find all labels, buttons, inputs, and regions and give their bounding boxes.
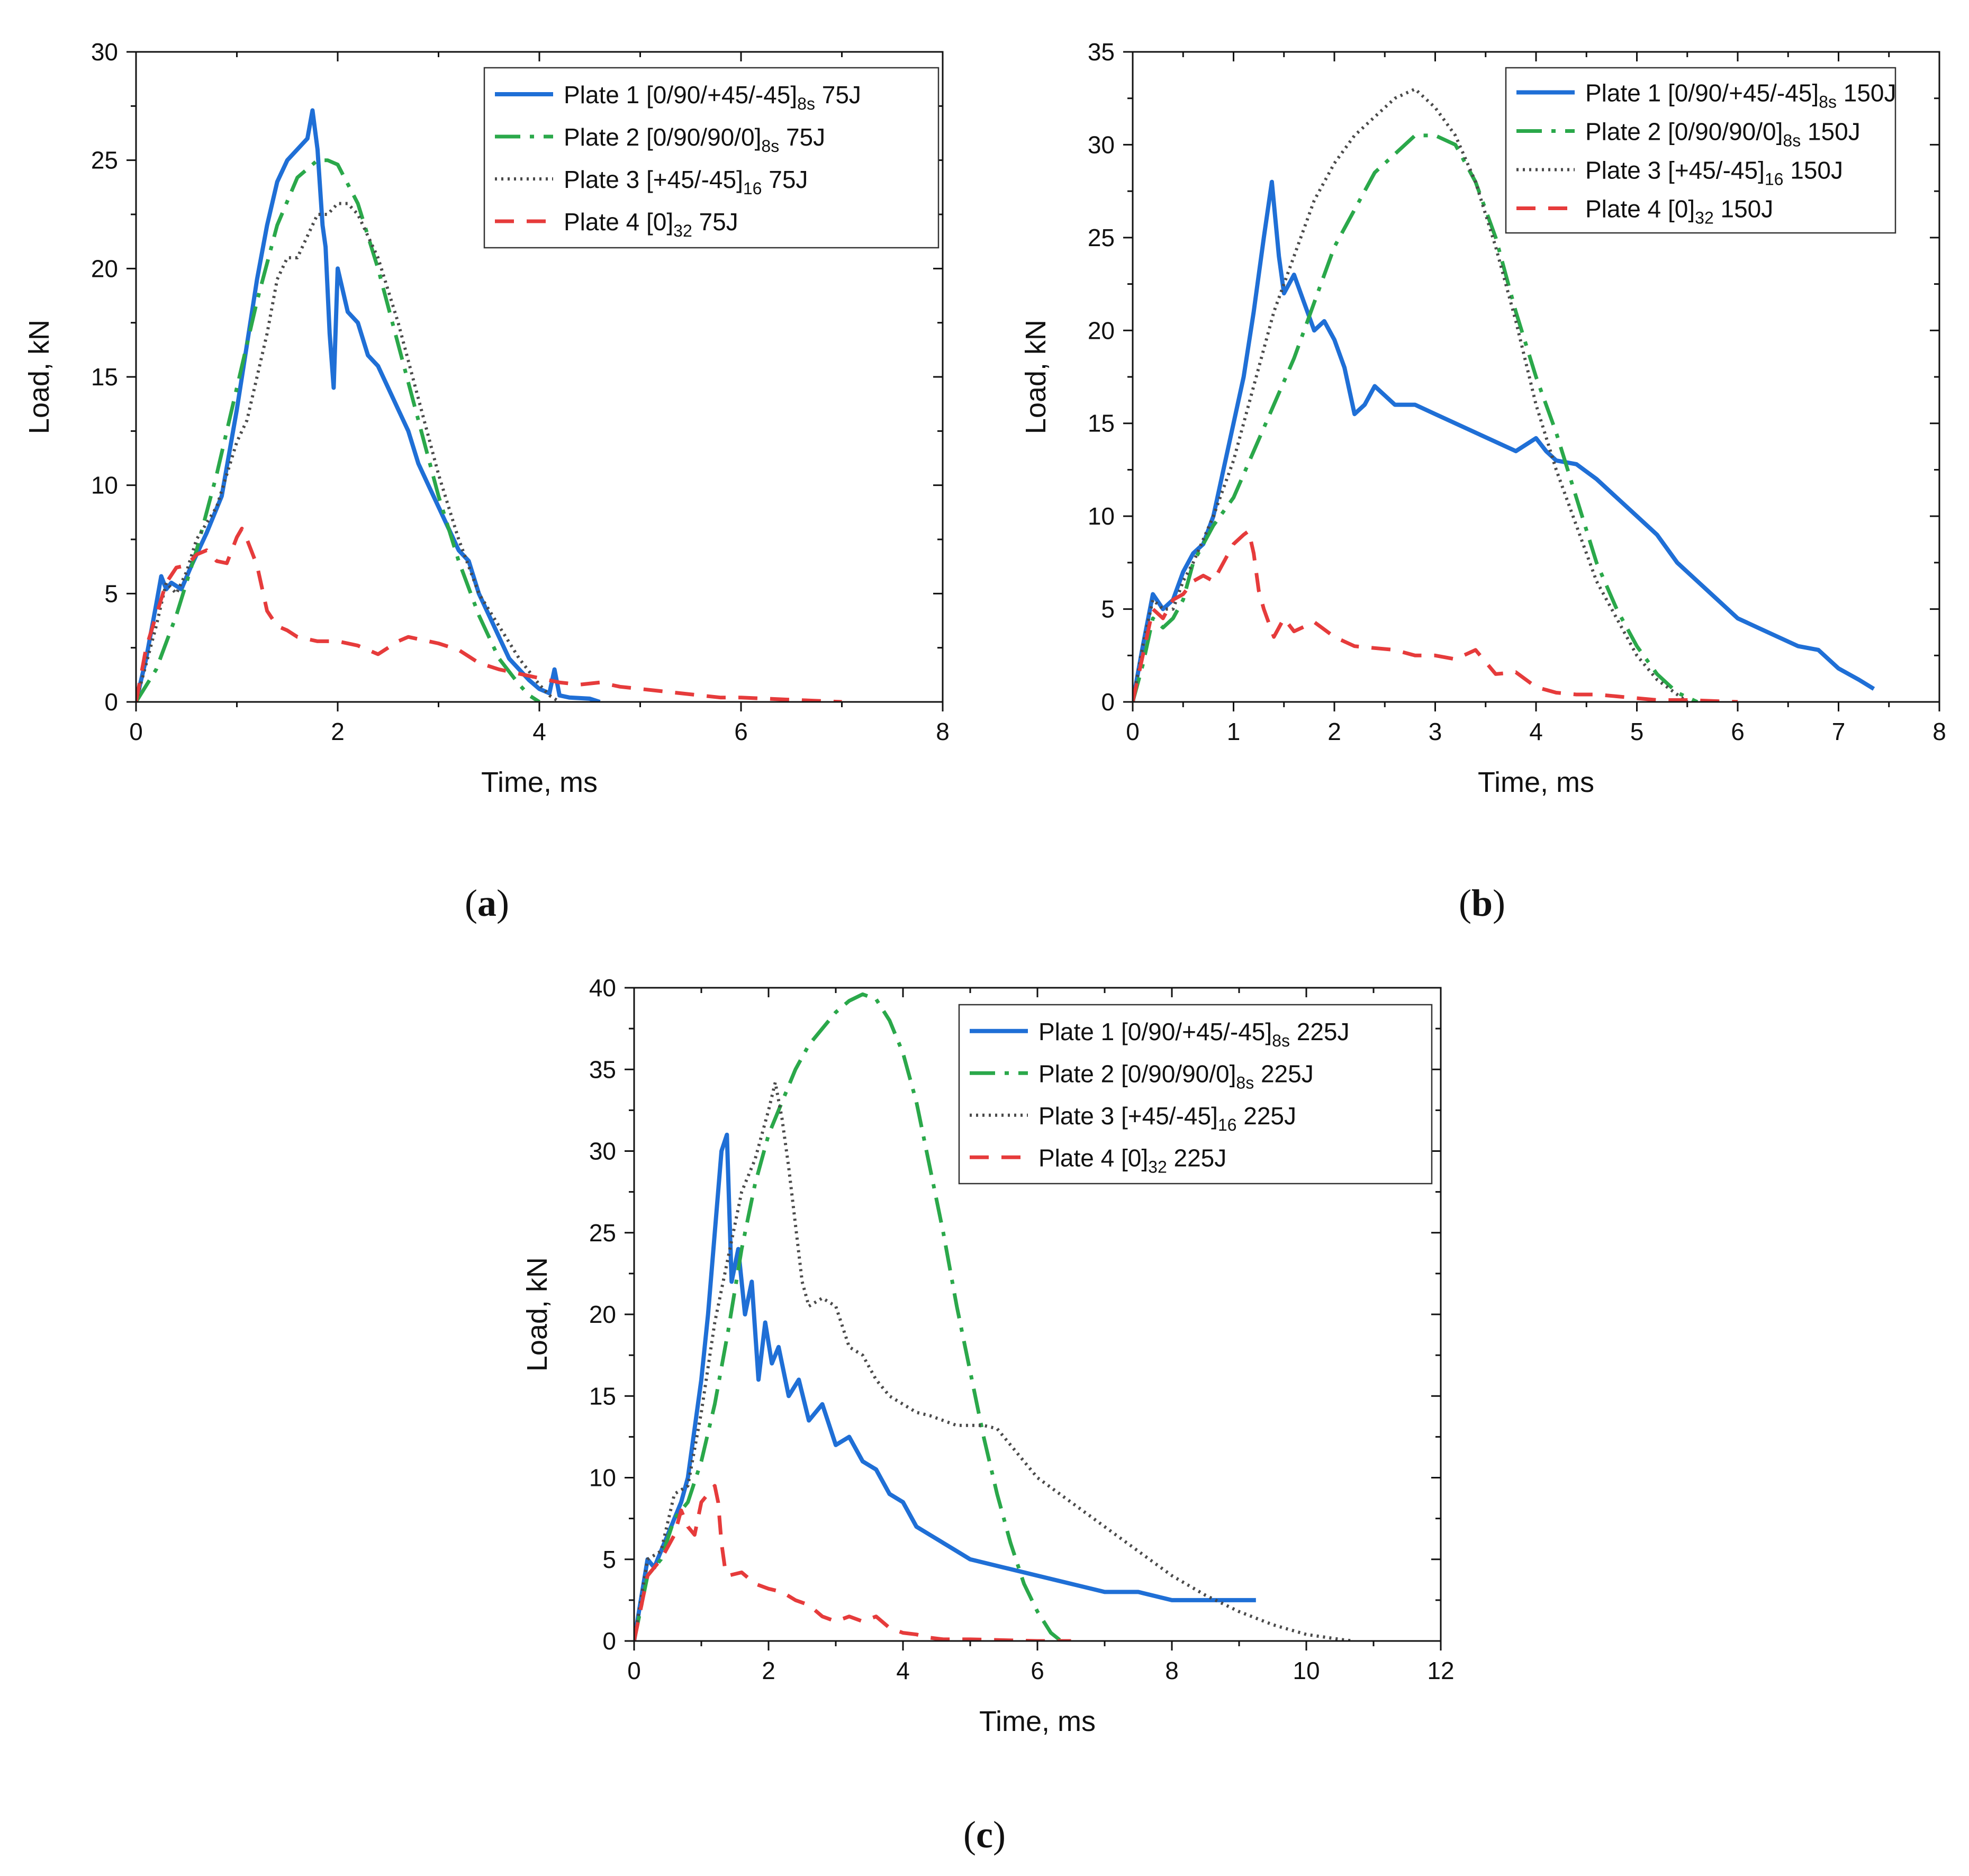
x-tick-label: 6 <box>1731 718 1745 745</box>
y-tick-label: 15 <box>91 363 118 391</box>
panel-label-b-letter: b <box>1471 882 1493 924</box>
y-axis-label: Load, kN <box>1020 320 1052 434</box>
x-axis-label: Time, ms <box>979 1706 1096 1737</box>
y-tick-label: 5 <box>104 580 118 607</box>
legend: Plate 1 [0/90/+45/-45]8s 150J Plate 2 [0/… <box>1505 67 1896 234</box>
panel-label-c: (c) <box>905 1813 1064 1857</box>
y-tick-label: 35 <box>1088 38 1115 66</box>
series-line-plate-1 <box>634 1132 1256 1641</box>
series-line-plate-2 <box>1133 133 1699 702</box>
legend-label-plate-3: Plate 3 [+45/-45]16 150J <box>1585 157 1843 189</box>
x-tick-label: 4 <box>1529 718 1543 745</box>
series-line-plate-1 <box>136 108 601 702</box>
y-tick-label: 25 <box>1088 224 1115 251</box>
x-tick-label: 8 <box>936 718 950 745</box>
y-tick-label: 20 <box>589 1301 616 1328</box>
x-tick-label: 1 <box>1227 718 1241 745</box>
x-tick-label: 4 <box>532 718 546 745</box>
y-tick-label: 15 <box>589 1382 616 1410</box>
series-line-plate-3 <box>634 1080 1354 1641</box>
x-tick-label: 12 <box>1427 1657 1454 1684</box>
y-tick-label: 30 <box>91 38 118 66</box>
panel-label-c-open: ( <box>963 1814 977 1856</box>
x-axis-label: Time, ms <box>1478 766 1594 798</box>
series-group <box>136 108 842 702</box>
y-tick-label: 25 <box>91 147 118 174</box>
x-tick-label: 0 <box>1126 718 1140 745</box>
y-tick-label: 0 <box>1101 688 1115 716</box>
x-tick-label: 6 <box>1031 1657 1044 1684</box>
y-tick-label: 10 <box>589 1464 616 1492</box>
y-tick-label: 25 <box>589 1219 616 1247</box>
series-line-plate-4 <box>1133 529 1738 702</box>
panel-label-b-close: ) <box>1493 882 1505 924</box>
x-tick-label: 0 <box>627 1657 641 1684</box>
y-tick-label: 30 <box>1088 131 1115 158</box>
legend-label-plate-1: Plate 1 [0/90/+45/-45]8s 225J <box>1038 1018 1349 1050</box>
y-tick-label: 5 <box>602 1546 616 1573</box>
legend: Plate 1 [0/90/+45/-45]8s 75J Plate 2 [0/9… <box>483 67 940 249</box>
legend-box <box>958 1004 1433 1185</box>
x-tick-label: 5 <box>1630 718 1644 745</box>
legend-label-plate-2: Plate 2 [0/90/90/0]8s 150J <box>1585 118 1860 150</box>
y-axis-label: Load, kN <box>23 320 55 434</box>
legend: Plate 1 [0/90/+45/-45]8s 225J Plate 2 [0/… <box>958 1004 1433 1185</box>
series-group <box>634 992 1354 1641</box>
x-axis-label: Time, ms <box>481 766 598 798</box>
series-line-plate-4 <box>136 527 842 702</box>
panel-label-a-close: ) <box>496 882 509 924</box>
panel-label-a-letter: a <box>477 882 496 924</box>
y-tick-label: 15 <box>1088 410 1115 437</box>
legend-label-plate-1: Plate 1 [0/90/+45/-45]8s 150J <box>1585 79 1896 112</box>
panel-label-a-open: ( <box>465 882 477 924</box>
y-tick-label: 30 <box>589 1138 616 1165</box>
y-tick-label: 35 <box>589 1056 616 1083</box>
legend-label-plate-1: Plate 1 [0/90/+45/-45]8s 75J <box>564 81 861 113</box>
legend-box <box>1505 67 1896 234</box>
series-line-plate-2 <box>634 992 1062 1641</box>
x-tick-label: 2 <box>1327 718 1341 745</box>
y-tick-label: 0 <box>602 1627 616 1655</box>
x-tick-label: 2 <box>762 1657 775 1684</box>
legend-label-plate-4: Plate 4 [0]32 225J <box>1038 1144 1226 1176</box>
y-tick-label: 20 <box>91 255 118 282</box>
y-tick-label: 5 <box>1101 596 1115 623</box>
chart-c: 0 2 4 6 8 10 12 0 5 10 15 20 25 30 35 40 Time, ms Load, k… <box>521 974 1455 1737</box>
x-tick-label: 8 <box>1165 1657 1179 1684</box>
chart-a: 0 2 4 6 8 0 5 10 15 20 25 30 Time, ms Load, kN Plate 1… <box>23 38 950 798</box>
y-tick-label: 40 <box>589 974 616 1002</box>
y-tick-label: 0 <box>104 688 118 716</box>
x-tick-label: 8 <box>1932 718 1946 745</box>
x-tick-label: 3 <box>1429 718 1442 745</box>
x-tick-label: 4 <box>896 1657 910 1684</box>
legend-label-plate-2: Plate 2 [0/90/90/0]8s 75J <box>564 123 825 156</box>
legend-label-plate-4: Plate 4 [0]32 75J <box>564 208 738 240</box>
series-line-plate-2 <box>136 158 540 702</box>
panel-label-c-close: ) <box>992 1814 1006 1856</box>
legend-box <box>483 67 940 249</box>
x-tick-label: 2 <box>331 718 345 745</box>
panel-label-b-open: ( <box>1458 882 1471 924</box>
legend-label-plate-3: Plate 3 [+45/-45]16 75J <box>564 166 808 198</box>
y-tick-label: 10 <box>91 472 118 499</box>
series-line-plate-1 <box>1133 179 1875 702</box>
x-tick-label: 10 <box>1293 1657 1320 1684</box>
series-group <box>1133 87 1875 702</box>
panel-label-a: (a) <box>408 881 566 925</box>
x-tick-label: 7 <box>1832 718 1846 745</box>
panel-label-c-letter: c <box>976 1814 993 1856</box>
legend-label-plate-2: Plate 2 [0/90/90/0]8s 225J <box>1038 1060 1314 1092</box>
panel-label-b: (b) <box>1403 881 1561 925</box>
chart-b: 0 1 2 3 4 5 6 7 8 0 5 10 15 20 25 30 35 Time, ms Load, kN P… <box>1020 38 1946 798</box>
series-line-plate-4 <box>634 1484 1071 1641</box>
y-axis-label: Load, kN <box>521 1257 553 1372</box>
legend-label-plate-3: Plate 3 [+45/-45]16 225J <box>1038 1102 1296 1134</box>
y-tick-label: 10 <box>1088 502 1115 530</box>
y-tick-label: 20 <box>1088 317 1115 344</box>
x-tick-label: 6 <box>734 718 748 745</box>
x-tick-label: 0 <box>129 718 143 745</box>
legend-label-plate-4: Plate 4 [0]32 150J <box>1585 195 1773 228</box>
